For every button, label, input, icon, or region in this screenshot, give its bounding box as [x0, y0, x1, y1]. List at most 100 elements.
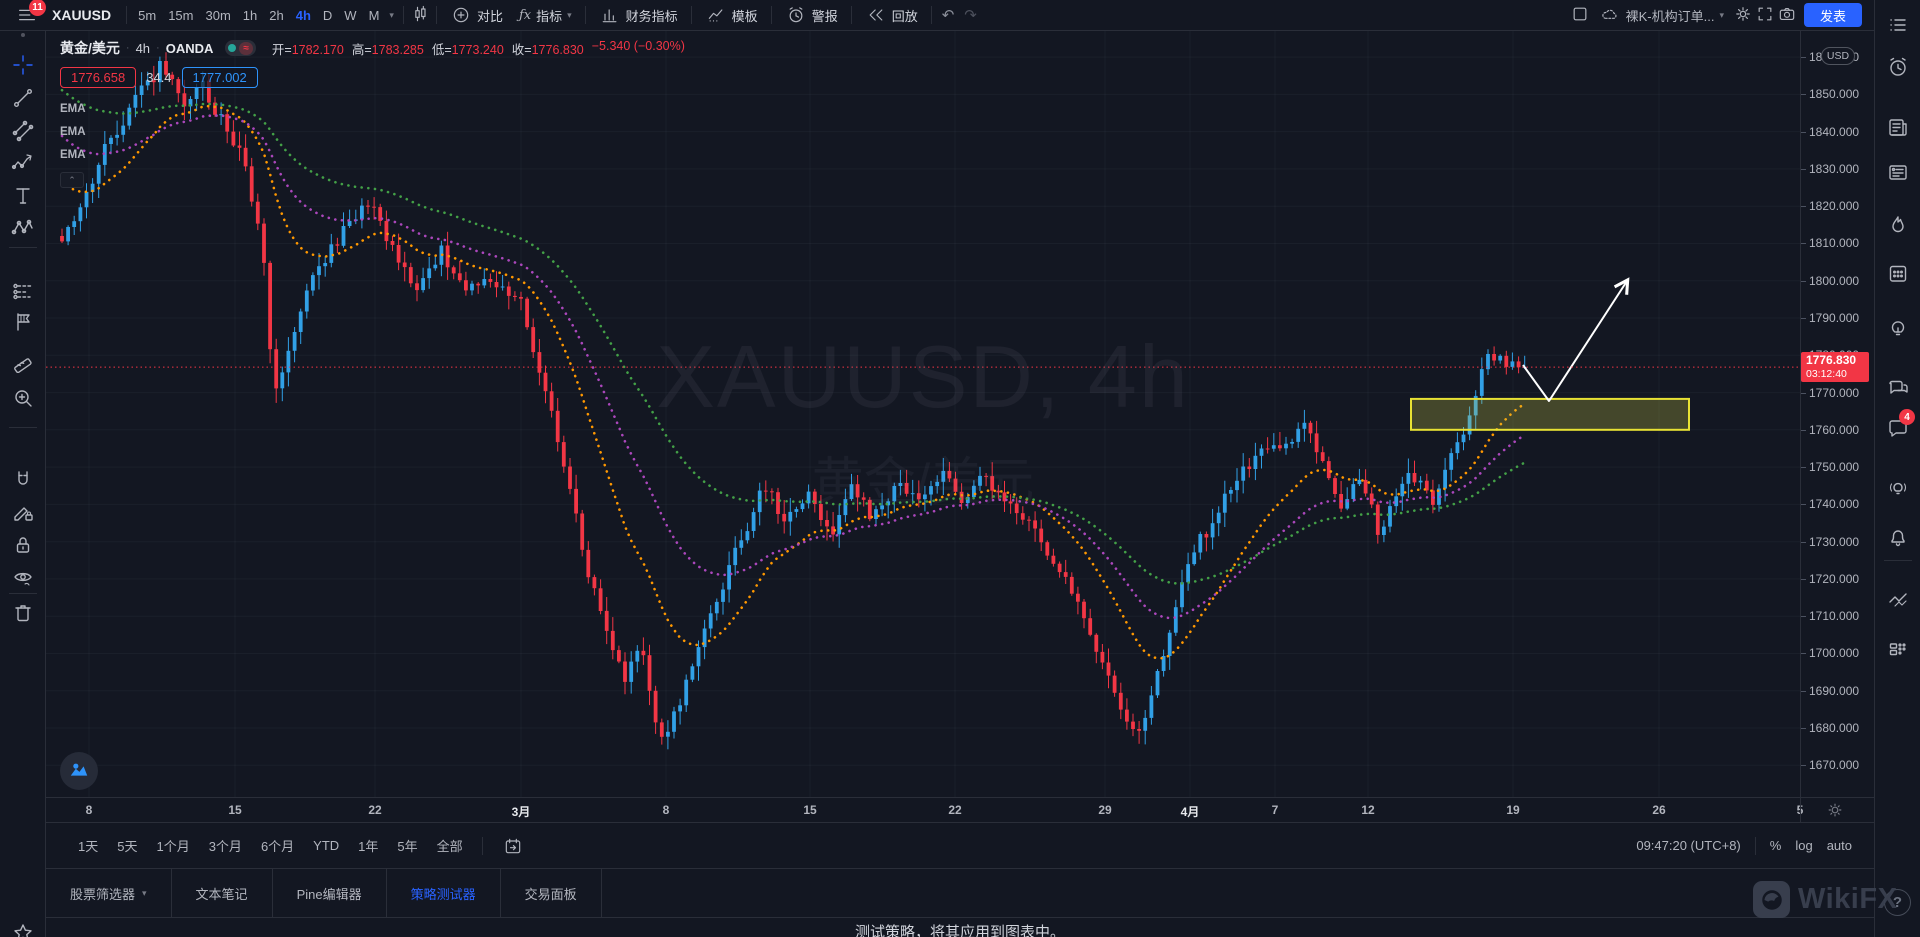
- chat-unread-badge: 4: [1899, 409, 1915, 425]
- ema-legend-row-3[interactable]: EMA: [60, 148, 86, 161]
- range-button-5年[interactable]: 5年: [397, 839, 418, 854]
- bottom-tab-交易面板[interactable]: 交易面板: [501, 869, 602, 917]
- ema-legend-row-2[interactable]: EMA: [60, 125, 86, 138]
- range-button-1天[interactable]: 1天: [78, 839, 99, 854]
- fundamentals-button[interactable]: 财务指标: [591, 2, 686, 28]
- bar-countdown: 03:12:40: [1806, 367, 1847, 380]
- compare-button[interactable]: 对比: [442, 2, 511, 28]
- timeframe-button-1h[interactable]: 1h: [242, 7, 258, 23]
- timeframe-button-15m[interactable]: 15m: [168, 7, 194, 23]
- price-axis-tick: [1801, 728, 1806, 730]
- replay-button[interactable]: 回放: [857, 2, 926, 28]
- price-axis-label: 1790.000: [1809, 311, 1860, 326]
- hotlists-button[interactable]: [1886, 213, 1910, 237]
- bottom-tab-策略测试器[interactable]: 策略测试器: [387, 869, 501, 917]
- price-axis[interactable]: 1860.0001850.0001840.0001830.0001820.000…: [1800, 31, 1874, 797]
- watchlist-button[interactable]: [1886, 13, 1910, 37]
- magnet-mode-button[interactable]: [11, 468, 35, 492]
- time-axis-label: 19: [1506, 803, 1520, 817]
- sell-bid-button[interactable]: 1776.658: [60, 66, 137, 88]
- text-tool-button[interactable]: [11, 184, 35, 208]
- crosshair-tool-button[interactable]: [11, 53, 35, 77]
- object-tree-button[interactable]: [1886, 588, 1910, 612]
- timeframe-button-W[interactable]: W: [344, 7, 357, 23]
- scale-button-%[interactable]: %: [1769, 838, 1782, 853]
- range-button-5天[interactable]: 5天: [117, 839, 138, 854]
- legend-collapse-button[interactable]: ⌃: [60, 172, 84, 188]
- drawing-mode-lock-button[interactable]: [11, 500, 35, 524]
- currency-toggle-button[interactable]: USD: [1821, 47, 1855, 65]
- alerts-clock-button[interactable]: [1886, 55, 1910, 79]
- timeframe-button-4h[interactable]: 4h: [295, 7, 311, 23]
- chart-canvas[interactable]: XAUUSD, 4h 黄金/美元 黄金/美元 · 4h · OANDA ≈ 开=…: [46, 31, 1800, 797]
- range-button-3个月[interactable]: 3个月: [208, 839, 242, 854]
- bottom-tab-Pine编辑器[interactable]: Pine编辑器: [273, 869, 387, 917]
- timeframe-button-M[interactable]: M: [368, 7, 380, 23]
- trend-line-tool-button[interactable]: [11, 86, 35, 110]
- cloud-layout-button[interactable]: 裸K-机构订单... ▾: [1591, 2, 1732, 28]
- news-button[interactable]: [1886, 115, 1910, 139]
- timeframe-button-30m[interactable]: 30m: [205, 7, 231, 23]
- help-button[interactable]: ?: [1884, 889, 1911, 916]
- favorites-star-button[interactable]: [11, 921, 35, 937]
- zoom-in-tool-button[interactable]: [11, 386, 35, 410]
- chart-style-button[interactable]: [409, 4, 431, 26]
- streams-button[interactable]: [1886, 476, 1910, 500]
- gann-fib-tool-button[interactable]: [11, 119, 35, 143]
- measure-ruler-tool-button[interactable]: [11, 349, 35, 374]
- settings-button[interactable]: [1732, 4, 1754, 26]
- fullscreen-button[interactable]: [1754, 4, 1776, 26]
- time-axis-label: 8: [662, 803, 670, 817]
- snapshot-button[interactable]: [1776, 4, 1798, 26]
- price-chart: [46, 31, 1800, 797]
- forecast-tool-button[interactable]: [11, 278, 35, 302]
- range-button-6个月[interactable]: 6个月: [260, 839, 295, 854]
- price-axis-label: 1770.000: [1809, 385, 1860, 400]
- time-axis[interactable]: 8 15 22 3月 8 15 22 29 4月 7 12 19 26 5: [46, 797, 1874, 825]
- legend-exchange[interactable]: OANDA: [165, 40, 214, 56]
- goto-date-button[interactable]: [502, 835, 524, 857]
- scale-button-auto[interactable]: auto: [1826, 838, 1852, 853]
- bottom-tab-股票筛选器[interactable]: 股票筛选器 ▾: [46, 869, 172, 917]
- indicators-button[interactable]: ƒx 指标 ▾: [518, 7, 572, 24]
- timeframe-more-chevron-icon[interactable]: ▾: [389, 9, 394, 20]
- symbol-button[interactable]: XAUUSD: [52, 7, 112, 23]
- clock-display[interactable]: 09:47:20 (UTC+8): [1636, 838, 1741, 853]
- ideas-button[interactable]: [1886, 315, 1910, 339]
- chat-button[interactable]: [1886, 416, 1910, 440]
- theme-sun-icon[interactable]: [1825, 800, 1845, 825]
- elliott-wave-tool-button[interactable]: [11, 152, 35, 176]
- redo-button[interactable]: ↷: [964, 7, 977, 24]
- legend-symbol-title[interactable]: 黄金/美元: [60, 40, 120, 56]
- alert-button[interactable]: 警报: [777, 2, 846, 28]
- market-status-indicator[interactable]: ≈: [225, 40, 256, 56]
- lock-all-drawings-button[interactable]: [11, 533, 35, 557]
- timeframe-button-2h[interactable]: 2h: [269, 7, 284, 23]
- calendar-button[interactable]: [1886, 261, 1910, 285]
- range-button-YTD[interactable]: YTD: [313, 838, 340, 853]
- timeframe-button-D[interactable]: D: [322, 7, 333, 23]
- range-button-1个月[interactable]: 1个月: [156, 839, 190, 854]
- range-button-1年[interactable]: 1年: [358, 839, 379, 854]
- xabcd-pattern-tool-button[interactable]: [11, 216, 35, 240]
- undo-button[interactable]: ↶: [941, 7, 955, 24]
- data-window-button[interactable]: [1886, 160, 1910, 184]
- layout-select-button[interactable]: [1569, 4, 1591, 26]
- main-menu-button[interactable]: 11: [8, 0, 46, 28]
- ema-legend-row-1[interactable]: EMA: [60, 102, 86, 115]
- buy-ask-button[interactable]: 1777.002: [181, 66, 258, 88]
- range-button-全部[interactable]: 全部: [436, 839, 463, 854]
- templates-button[interactable]: 模板: [697, 2, 766, 28]
- patterns-flag-tool-button[interactable]: [11, 310, 35, 334]
- notifications-bell-button[interactable]: [1886, 525, 1910, 549]
- scale-button-log[interactable]: log: [1795, 838, 1813, 853]
- private-chats-button[interactable]: [1886, 376, 1910, 400]
- layout-grid-button[interactable]: [1886, 636, 1910, 660]
- remove-drawings-button[interactable]: [11, 600, 35, 624]
- timeframe-button-5m[interactable]: 5m: [138, 7, 157, 23]
- chart-logo-button[interactable]: [60, 752, 98, 790]
- hide-all-drawings-button[interactable]: [11, 566, 35, 590]
- bottom-tab-文本笔记[interactable]: 文本笔记: [172, 869, 273, 917]
- legend-interval[interactable]: 4h: [135, 40, 151, 56]
- publish-button[interactable]: 发表: [1803, 3, 1862, 27]
